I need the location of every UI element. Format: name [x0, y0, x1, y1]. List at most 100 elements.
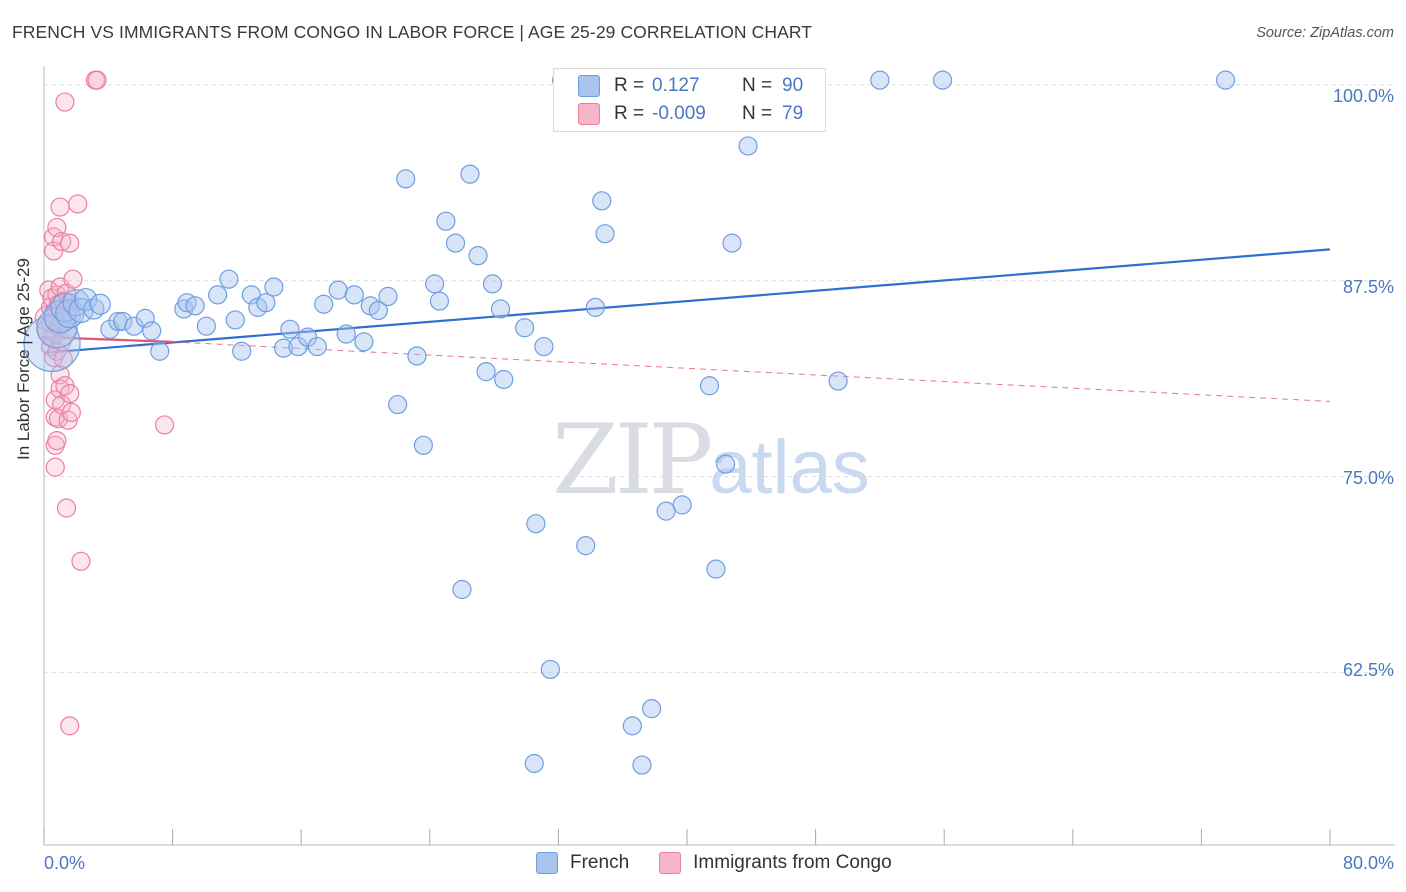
series-congo-points — [34, 70, 175, 736]
legend-r-label: R = — [614, 75, 645, 96]
x-tick-label: 0.0% — [44, 853, 86, 873]
point-french — [436, 211, 456, 231]
point-french — [280, 319, 300, 339]
point-french — [150, 341, 170, 361]
point-congo — [47, 431, 67, 451]
point-congo — [71, 551, 91, 571]
point-congo — [63, 269, 83, 289]
point-french — [273, 338, 294, 358]
point-french — [344, 285, 364, 305]
point-french — [425, 274, 445, 294]
series-legend: French Immigrants from Congo — [536, 852, 922, 874]
point-french — [595, 224, 615, 244]
point-french — [142, 321, 162, 341]
chart-title: FRENCH VS IMMIGRANTS FROM CONGO IN LABOR… — [12, 22, 813, 42]
point-french — [706, 559, 726, 579]
point-french — [482, 274, 503, 294]
point-french — [722, 233, 742, 253]
point-french — [494, 369, 514, 390]
point-french — [592, 191, 612, 211]
point-french — [622, 716, 642, 736]
legend-r-value: -0.009 — [652, 103, 706, 124]
point-french — [232, 341, 252, 361]
point-congo — [60, 716, 80, 736]
point-french — [307, 336, 327, 357]
point-french — [534, 336, 554, 357]
point-congo — [53, 349, 73, 369]
point-french — [468, 246, 488, 266]
point-french — [219, 269, 239, 289]
legend-item-congo[interactable]: Immigrants from Congo — [659, 852, 892, 874]
point-french — [135, 308, 155, 328]
y-axis-label: In Labor Force | Age 25-29 — [14, 258, 33, 460]
point-french — [23, 314, 81, 373]
point-french — [89, 293, 111, 315]
point-french — [576, 536, 596, 556]
legend-n-value: 79 — [782, 103, 804, 124]
point-french — [113, 311, 133, 332]
axes — [43, 66, 1395, 846]
point-congo — [154, 415, 175, 435]
point-congo — [61, 402, 81, 422]
point-french — [328, 280, 348, 300]
legend-swatch-french — [536, 852, 558, 874]
point-french — [378, 286, 398, 307]
point-french — [354, 332, 374, 352]
point-french — [429, 291, 450, 311]
point-french — [452, 579, 472, 600]
point-french — [715, 454, 736, 474]
point-french — [699, 376, 720, 396]
point-french — [445, 233, 466, 253]
legend-label-congo: Immigrants from Congo — [693, 852, 892, 873]
legend-item-french[interactable]: French — [536, 852, 629, 874]
point-french — [476, 362, 496, 382]
legend-n-label: N = — [742, 75, 773, 96]
legend-swatch-congo — [659, 852, 682, 874]
point-congo — [45, 457, 65, 477]
point-french — [515, 318, 535, 338]
point-french — [460, 164, 480, 184]
y-tick-label: 62.5% — [1342, 660, 1394, 680]
legend-r-value: 0.127 — [652, 75, 700, 96]
source-credit: Source: ZipAtlas.com — [1256, 25, 1394, 41]
y-tick-label: 100.0% — [1332, 86, 1394, 106]
point-congo — [56, 498, 77, 518]
point-french — [672, 495, 692, 515]
point-french — [490, 299, 511, 319]
point-french — [264, 277, 284, 297]
point-french — [336, 324, 356, 344]
point-french — [642, 699, 662, 719]
point-french — [524, 753, 544, 774]
point-french — [526, 514, 546, 534]
point-french — [932, 70, 953, 90]
legend-row-french: R = 0.127 N = 90 — [578, 73, 803, 99]
point-congo — [50, 365, 70, 385]
point-french — [314, 294, 334, 314]
point-french — [407, 346, 427, 366]
point-congo — [47, 217, 67, 238]
x-tick-label: 80.0% — [1342, 853, 1394, 873]
legend-n-value: 90 — [782, 75, 804, 96]
point-french — [656, 501, 676, 521]
series-french-points — [23, 70, 1236, 775]
point-congo — [60, 383, 80, 404]
stats-legend: R = 0.127 N = 90 R = -0.009 N = 79 — [553, 68, 826, 132]
point-french — [388, 394, 408, 415]
point-french — [208, 285, 228, 305]
legend-n-label: N = — [742, 103, 773, 124]
trendline-congo-extended — [172, 341, 1331, 402]
watermark-atlas: atlas — [709, 425, 870, 510]
legend-label-french: French — [570, 852, 630, 873]
legend-row-congo: R = -0.009 N = 79 — [578, 101, 803, 127]
trendline-french — [43, 248, 1331, 354]
point-french — [196, 316, 216, 336]
legend-r-label: R = — [614, 103, 645, 124]
point-french — [413, 435, 433, 455]
point-congo — [68, 194, 88, 214]
y-tick-label: 75.0% — [1342, 468, 1394, 488]
point-french — [124, 316, 144, 336]
point-french — [828, 371, 848, 391]
point-french — [632, 755, 652, 775]
legend-swatch-congo — [578, 103, 600, 125]
